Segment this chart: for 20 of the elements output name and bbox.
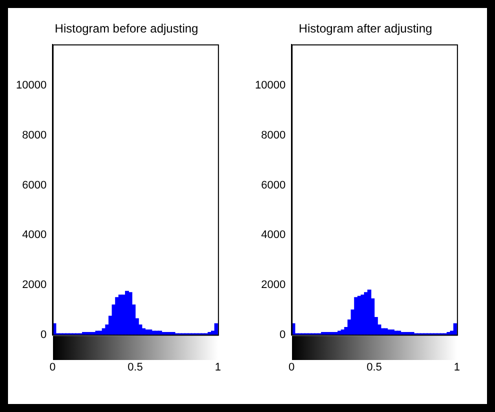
y-tick-label: 0 [40, 328, 47, 341]
y-tick-label: 6000 [22, 179, 47, 192]
x-tick-label: 0 [50, 361, 56, 374]
y-tick-label: 4000 [261, 229, 286, 242]
y-tick-label: 4000 [22, 229, 47, 242]
y-tick-label: 2000 [22, 278, 47, 291]
y-tick-label: 2000 [261, 278, 286, 291]
y-tick-label: 8000 [261, 129, 286, 142]
chart-title: Histogram after adjusting [298, 22, 432, 36]
y-tick-label: 6000 [261, 179, 286, 192]
y-tick-label: 10000 [16, 80, 47, 92]
y-tick-label: 8000 [22, 129, 47, 142]
y-tick-label: 0 [279, 328, 286, 341]
x-tick-label: 1 [454, 361, 460, 374]
x-tick-label: 1 [214, 361, 222, 374]
x-tick-label: 0 [288, 361, 295, 374]
y-tick-label: 10000 [254, 80, 286, 92]
chart-title: Histogram before adjusting [54, 22, 198, 36]
x-tick-label: 0.5 [366, 361, 382, 374]
x-tick-label: 0.5 [128, 361, 143, 374]
